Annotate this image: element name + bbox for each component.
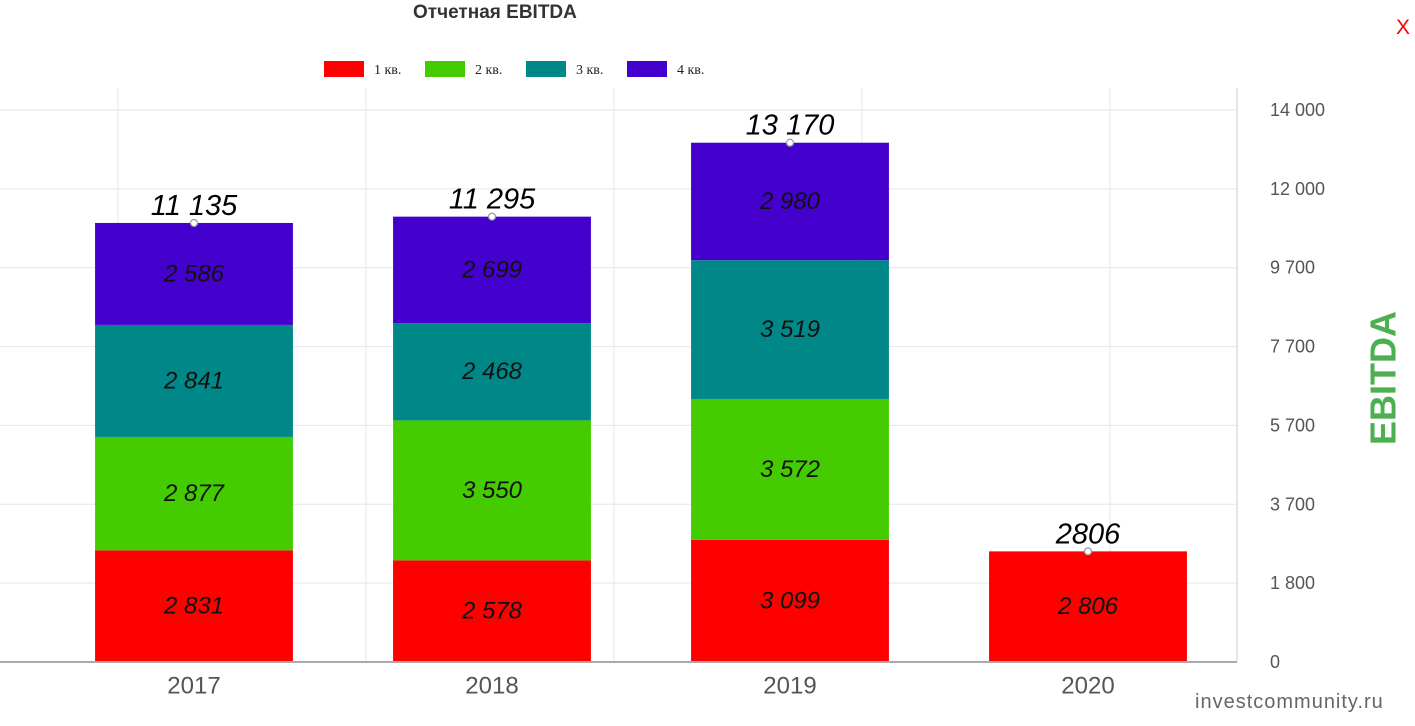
segment-value-label: 2 806 xyxy=(1057,593,1119,620)
bar-segment xyxy=(393,323,591,421)
bar-segment xyxy=(393,216,591,324)
legend-item-q1[interactable]: 1 кв. xyxy=(324,60,425,78)
bar-segment xyxy=(393,560,591,662)
total-value-label: 2806 xyxy=(1055,518,1121,550)
x-tick-label: 2020 xyxy=(1061,673,1114,700)
y-axis-title: EBITDA xyxy=(1363,311,1404,445)
y-tick-label: 3 700 xyxy=(1270,494,1315,514)
y-tick-label: 1 800 xyxy=(1270,573,1315,593)
segment-value-label: 2 831 xyxy=(163,593,224,620)
bars: 2 831 2 877 2 841 2 586 11 135 2 578 3 550 2 46… xyxy=(95,110,1187,662)
y-tick-label: 0 xyxy=(1270,652,1280,672)
segment-value-label: 3 519 xyxy=(760,316,820,343)
y-tick-label: 12 000 xyxy=(1270,179,1325,199)
bar-segment xyxy=(691,539,889,662)
legend-label: 1 кв. xyxy=(374,63,402,78)
y-tick-label: 7 700 xyxy=(1270,337,1315,357)
bar-segment xyxy=(95,436,293,551)
segment-value-label: 2 578 xyxy=(461,598,523,625)
bar-stack: 3 099 3 572 3 519 2 980 13 170 xyxy=(691,110,889,662)
bar-stack: 2 806 2806 xyxy=(989,518,1187,662)
x-axis: 2017 2018 2019 2020 xyxy=(167,673,1114,700)
segment-value-label: 2 877 xyxy=(163,480,226,507)
y-tick-label: 9 700 xyxy=(1270,258,1315,278)
bar-segment xyxy=(95,222,293,325)
total-marker xyxy=(487,212,497,221)
chart-title: Отчетная EBITDA xyxy=(413,2,577,23)
bar-segment xyxy=(691,398,889,540)
legend-label: 4 кв. xyxy=(677,63,705,78)
segment-value-label: 2 699 xyxy=(461,256,522,283)
bar-stack: 2 831 2 877 2 841 2 586 11 135 xyxy=(95,190,293,662)
y-axis: 0 1 800 3 700 5 700 7 700 9 700 12 000 14 000 xyxy=(1270,100,1325,672)
legend-swatch xyxy=(324,61,364,77)
bar-segment xyxy=(95,324,293,437)
total-marker xyxy=(785,138,795,147)
segment-value-label: 2 468 xyxy=(461,358,523,385)
legend-swatch xyxy=(425,61,465,77)
total-marker xyxy=(1083,547,1093,556)
bar-segment xyxy=(691,142,889,261)
bar-segment xyxy=(691,260,889,399)
total-marker xyxy=(189,218,199,228)
y-tick-label: 14 000 xyxy=(1270,100,1325,120)
x-tick-label: 2019 xyxy=(763,673,816,700)
x-tick-label: 2018 xyxy=(465,673,518,700)
bar-segment xyxy=(95,550,293,662)
segment-value-label: 2 841 xyxy=(163,367,224,394)
x-tick-label: 2017 xyxy=(167,673,220,700)
bar-segment xyxy=(393,420,591,561)
legend-item-q3[interactable]: 3 кв. xyxy=(526,60,627,78)
legend-item-q2[interactable]: 2 кв. xyxy=(425,60,526,78)
segment-value-label: 3 099 xyxy=(760,587,820,614)
legend-label: 2 кв. xyxy=(475,63,503,78)
bar-stack: 2 578 3 550 2 468 2 699 11 295 xyxy=(393,184,591,662)
bar-segment xyxy=(989,551,1187,662)
watermark: investcommunity.ru xyxy=(1195,691,1384,713)
legend-item-q4[interactable]: 4 кв. xyxy=(627,60,728,78)
segment-value-label: 3 550 xyxy=(462,477,523,504)
legend-label: 3 кв. xyxy=(576,63,604,78)
total-value-label: 11 295 xyxy=(449,184,536,216)
total-value-label: 11 135 xyxy=(151,190,238,222)
close-button[interactable]: X xyxy=(1396,16,1411,39)
segment-value-label: 2 980 xyxy=(759,188,821,215)
total-value-label: 13 170 xyxy=(746,110,835,142)
segment-value-label: 2 586 xyxy=(163,260,225,287)
legend: 1 кв. 2 кв. 3 кв. 4 кв. xyxy=(324,60,728,78)
y-tick-label: 5 700 xyxy=(1270,415,1315,435)
legend-swatch xyxy=(627,61,667,77)
legend-swatch xyxy=(526,61,566,77)
segment-value-label: 3 572 xyxy=(760,456,820,483)
